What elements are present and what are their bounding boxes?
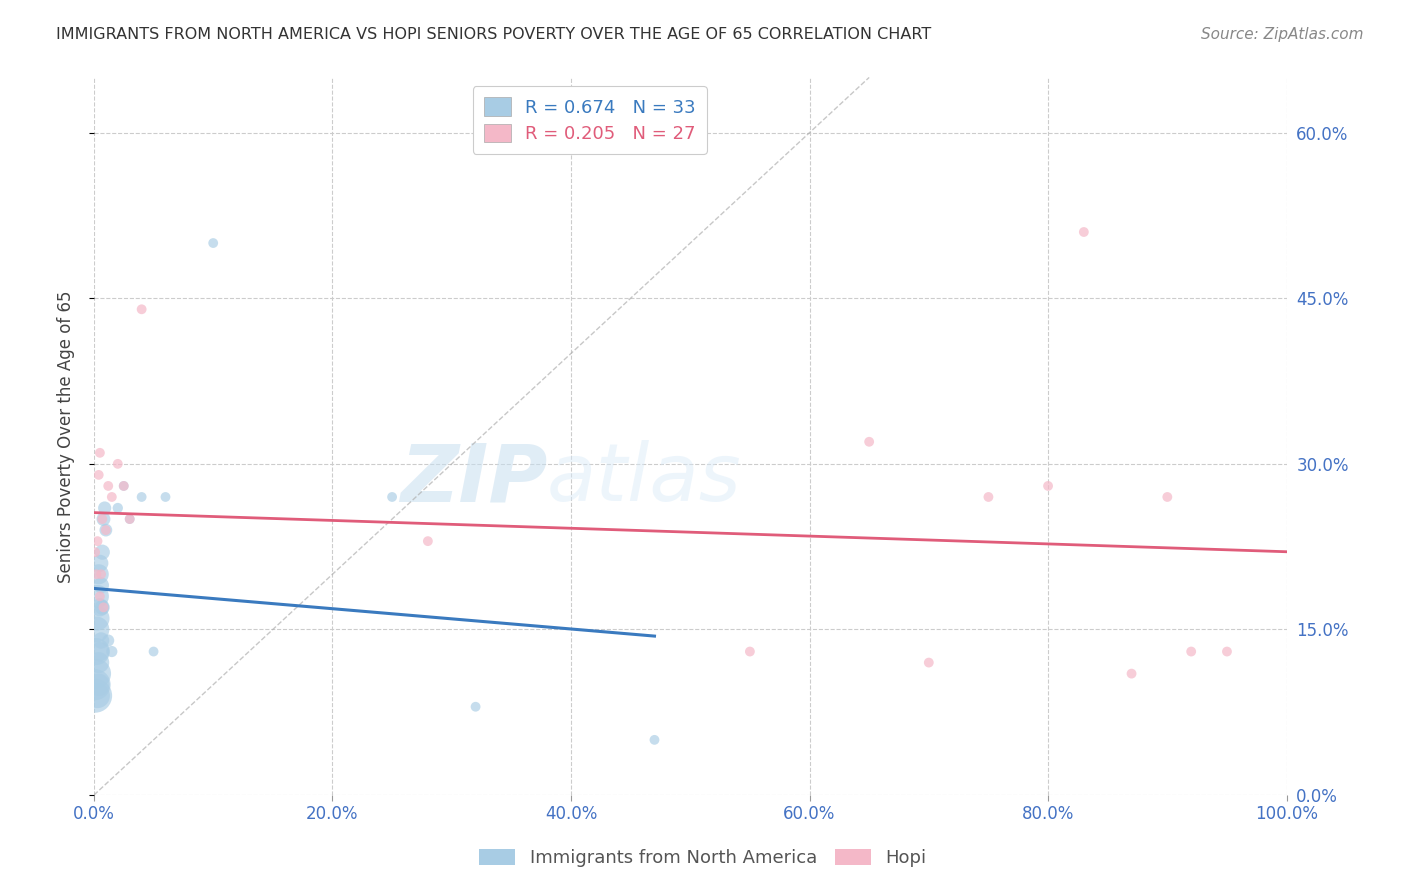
Point — [89, 446, 111, 460]
Point — [112, 479, 135, 493]
Point — [101, 490, 124, 504]
Point — [464, 699, 486, 714]
Point — [97, 633, 120, 648]
Point — [202, 235, 225, 250]
Point — [91, 545, 114, 559]
Point — [90, 633, 112, 648]
Point — [97, 479, 120, 493]
Point — [89, 556, 111, 570]
Point — [90, 578, 112, 592]
Point — [87, 656, 110, 670]
Point — [86, 590, 108, 604]
Point — [93, 501, 115, 516]
Point — [86, 567, 108, 582]
Point — [1073, 225, 1095, 239]
Point — [86, 644, 108, 658]
Point — [1180, 644, 1202, 658]
Point — [86, 611, 108, 625]
Point — [1156, 490, 1178, 504]
Point — [87, 567, 110, 582]
Point — [94, 523, 117, 537]
Point — [381, 490, 404, 504]
Point — [89, 644, 111, 658]
Y-axis label: Seniors Poverty Over the Age of 65: Seniors Poverty Over the Age of 65 — [58, 290, 75, 582]
Text: atlas: atlas — [547, 441, 742, 518]
Point — [142, 644, 165, 658]
Point — [101, 644, 124, 658]
Point — [858, 434, 880, 449]
Point — [91, 600, 114, 615]
Text: IMMIGRANTS FROM NORTH AMERICA VS HOPI SENIORS POVERTY OVER THE AGE OF 65 CORRELA: IMMIGRANTS FROM NORTH AMERICA VS HOPI SE… — [56, 27, 932, 42]
Point — [416, 534, 439, 549]
Point — [1036, 479, 1059, 493]
Point — [84, 545, 107, 559]
Point — [977, 490, 1000, 504]
Point — [91, 512, 114, 526]
Point — [107, 501, 129, 516]
Point — [643, 732, 665, 747]
Text: ZIP: ZIP — [399, 441, 547, 518]
Point — [1121, 666, 1143, 681]
Legend: Immigrants from North America, Hopi: Immigrants from North America, Hopi — [472, 841, 934, 874]
Point — [94, 523, 117, 537]
Point — [87, 467, 110, 482]
Point — [86, 534, 108, 549]
Point — [87, 678, 110, 692]
Point — [918, 656, 941, 670]
Point — [93, 600, 115, 615]
Point — [107, 457, 129, 471]
Point — [155, 490, 177, 504]
Point — [90, 567, 112, 582]
Point — [89, 590, 111, 604]
Point — [131, 302, 153, 317]
Point — [84, 689, 107, 703]
Point — [84, 678, 107, 692]
Point — [131, 490, 153, 504]
Point — [118, 512, 141, 526]
Point — [86, 666, 108, 681]
Text: Source: ZipAtlas.com: Source: ZipAtlas.com — [1201, 27, 1364, 42]
Point — [86, 689, 108, 703]
Point — [738, 644, 761, 658]
Point — [93, 512, 115, 526]
Legend: R = 0.674   N = 33, R = 0.205   N = 27: R = 0.674 N = 33, R = 0.205 N = 27 — [472, 87, 706, 154]
Point — [118, 512, 141, 526]
Point — [112, 479, 135, 493]
Point — [1216, 644, 1239, 658]
Point — [86, 623, 108, 637]
Point — [89, 600, 111, 615]
